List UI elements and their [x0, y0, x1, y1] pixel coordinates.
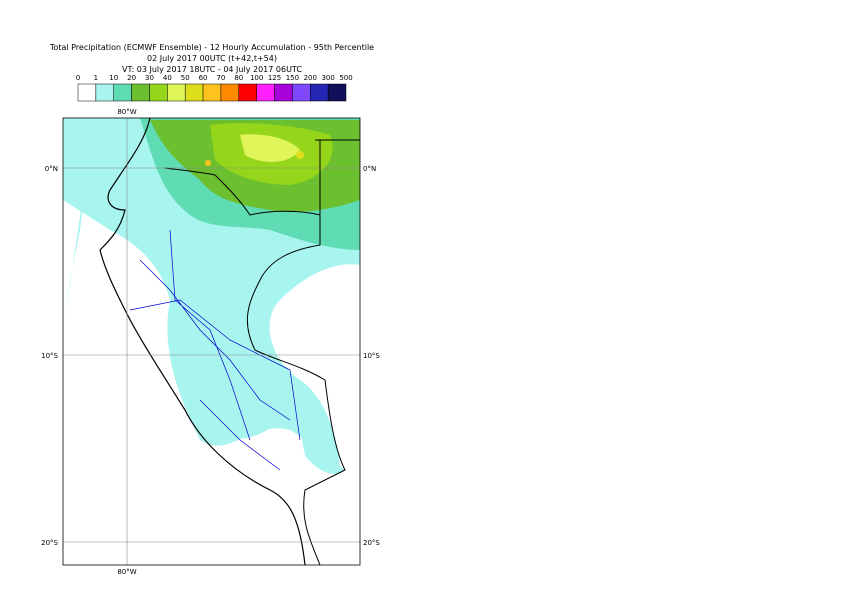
legend-label: 0 — [76, 74, 80, 82]
precipitation-field — [63, 118, 360, 475]
legend-label: 300 — [321, 74, 334, 82]
legend-label: 125 — [268, 74, 281, 82]
lon-label: 80°W — [117, 108, 136, 116]
lat-label: 20°S — [41, 539, 58, 547]
legend-swatch — [149, 83, 168, 102]
legend-label: 50 — [181, 74, 190, 82]
lat-label: 0°N — [363, 165, 376, 173]
legend-swatch — [131, 83, 150, 102]
title-line: 02 July 2017 00UTC (t+42,t+54) — [147, 54, 277, 63]
legend-label: 20 — [127, 74, 136, 82]
legend: 0 1 10 20 30 40 50 60 70 80 100 125 150 200 300 500 — [76, 74, 353, 102]
legend-swatch — [77, 83, 97, 102]
lat-label: 10°S — [363, 352, 380, 360]
graticule — [63, 118, 360, 565]
legend-label: 30 — [145, 74, 154, 82]
legend-label: 10 — [109, 74, 118, 82]
legend-swatch — [274, 83, 293, 102]
lat-label: 20°S — [363, 539, 380, 547]
legend-label: 40 — [163, 74, 172, 82]
legend-label: 1 — [94, 74, 98, 82]
lon-label: 80°W — [117, 568, 136, 576]
legend-label: 500 — [339, 74, 352, 82]
legend-swatch — [113, 83, 132, 102]
title-line: VT: 03 July 2017 18UTC - 04 July 2017 06… — [122, 65, 302, 74]
legend-swatch — [256, 83, 275, 102]
legend-swatch — [292, 83, 311, 102]
legend-swatch — [327, 83, 347, 102]
legend-label: 70 — [216, 74, 225, 82]
legend-label: 200 — [304, 74, 317, 82]
legend-swatch — [95, 83, 114, 102]
legend-swatch — [220, 83, 240, 102]
legend-label: 60 — [199, 74, 208, 82]
title-block: Total Precipitation (ECMWF Ensemble) - 1… — [49, 43, 374, 74]
map-frame — [62, 117, 361, 566]
legend-label: 150 — [286, 74, 299, 82]
title-line: Total Precipitation (ECMWF Ensemble) - 1… — [49, 43, 374, 52]
lat-label: 0°N — [45, 165, 58, 173]
legend-swatch — [238, 83, 257, 102]
legend-swatch — [184, 83, 204, 102]
lat-label: 10°S — [41, 352, 58, 360]
boundaries — [99, 118, 360, 565]
legend-label: 80 — [234, 74, 243, 82]
legend-swatch — [310, 83, 329, 102]
legend-swatch — [167, 83, 186, 102]
map-panel: 80°W 80°W 0°N 0°N 10°S 10°S 20°S 20°S — [41, 108, 380, 576]
legend-label: 100 — [250, 74, 263, 82]
legend-swatch — [202, 83, 222, 102]
